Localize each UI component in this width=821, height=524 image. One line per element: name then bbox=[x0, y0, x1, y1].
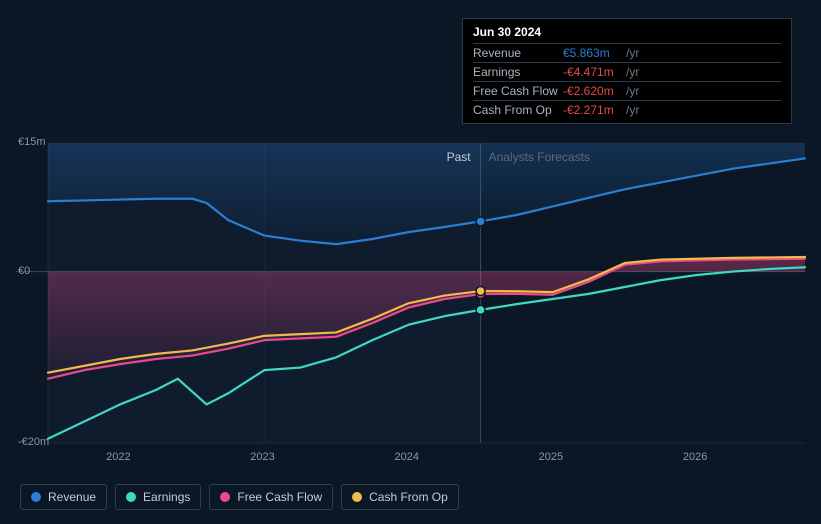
legend-label: Earnings bbox=[143, 490, 190, 504]
tooltip-row: Cash From Op-€2.271m/yr bbox=[473, 100, 781, 119]
legend-item-revenue[interactable]: Revenue bbox=[20, 484, 107, 510]
x-tick-label: 2025 bbox=[539, 451, 563, 463]
legend-label: Free Cash Flow bbox=[237, 490, 322, 504]
tooltip-row-unit: /yr bbox=[626, 46, 639, 60]
legend-swatch bbox=[31, 492, 41, 502]
tooltip-row-unit: /yr bbox=[626, 65, 639, 79]
legend-item-fcf[interactable]: Free Cash Flow bbox=[209, 484, 333, 510]
legend-label: Cash From Op bbox=[369, 490, 448, 504]
chart-tooltip: Jun 30 2024 Revenue€5.863m/yrEarnings-€4… bbox=[462, 18, 792, 124]
x-tick-label: 2024 bbox=[394, 451, 418, 463]
tooltip-row-label: Revenue bbox=[473, 46, 563, 60]
y-tick-label: €15m bbox=[18, 136, 46, 148]
forecast-region-label: Analysts Forecasts bbox=[489, 150, 590, 164]
tooltip-row-label: Free Cash Flow bbox=[473, 84, 563, 98]
tooltip-row: Free Cash Flow-€2.620m/yr bbox=[473, 81, 781, 100]
tooltip-date: Jun 30 2024 bbox=[473, 25, 781, 39]
legend: Revenue Earnings Free Cash Flow Cash From O… bbox=[20, 484, 459, 510]
past-region-label: Past bbox=[447, 150, 471, 164]
tooltip-row-value: €5.863m bbox=[563, 46, 623, 60]
financials-chart: Jun 30 2024 Revenue€5.863m/yrEarnings-€4… bbox=[0, 0, 821, 524]
tooltip-rows: Revenue€5.863m/yrEarnings-€4.471m/yrFree… bbox=[473, 43, 781, 119]
x-tick-label: 2023 bbox=[250, 451, 274, 463]
tooltip-row: Revenue€5.863m/yr bbox=[473, 43, 781, 62]
x-tick-label: 2026 bbox=[683, 451, 707, 463]
y-tick-label: €0 bbox=[18, 265, 30, 277]
tooltip-row-unit: /yr bbox=[626, 103, 639, 117]
tooltip-row-label: Earnings bbox=[473, 65, 563, 79]
tooltip-row-value: -€2.620m bbox=[563, 84, 623, 98]
legend-label: Revenue bbox=[48, 490, 96, 504]
y-tick-label: -€20m bbox=[18, 436, 49, 448]
legend-item-cfo[interactable]: Cash From Op bbox=[341, 484, 459, 510]
tooltip-row-label: Cash From Op bbox=[473, 103, 563, 117]
tooltip-row-value: -€2.271m bbox=[563, 103, 623, 117]
x-tick-label: 2022 bbox=[106, 451, 130, 463]
legend-swatch bbox=[352, 492, 362, 502]
legend-swatch bbox=[220, 492, 230, 502]
tooltip-row-unit: /yr bbox=[626, 84, 639, 98]
legend-item-earnings[interactable]: Earnings bbox=[115, 484, 201, 510]
tooltip-row: Earnings-€4.471m/yr bbox=[473, 62, 781, 81]
tooltip-row-value: -€4.471m bbox=[563, 65, 623, 79]
legend-swatch bbox=[126, 492, 136, 502]
